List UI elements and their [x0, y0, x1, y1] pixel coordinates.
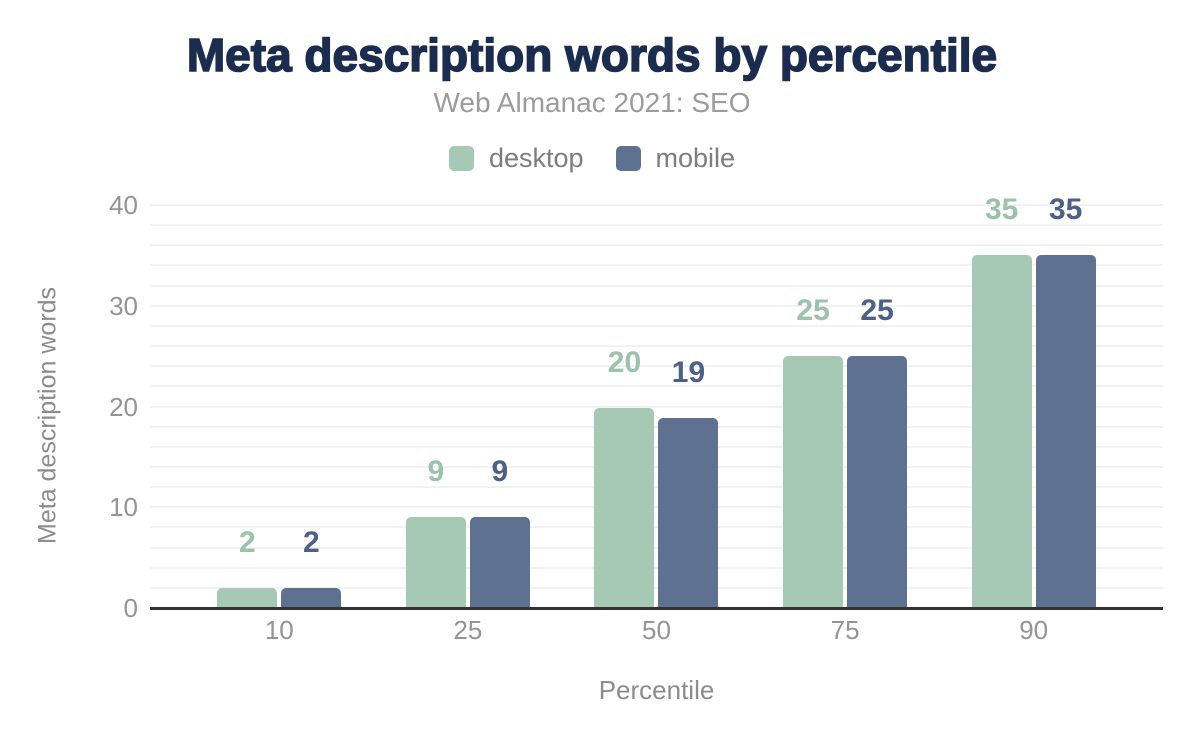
- gridline: [150, 264, 1163, 267]
- gridline: [150, 224, 1163, 227]
- legend-label: desktop: [488, 143, 584, 173]
- gridline: [150, 405, 1163, 408]
- bar-desktop-p25[interactable]: 9: [405, 457, 466, 608]
- gridline: [150, 486, 1163, 489]
- gridline: [150, 445, 1163, 448]
- gridline: [150, 244, 1163, 247]
- bar-desktop-p10[interactable]: 2: [217, 527, 278, 608]
- gridline: [150, 345, 1163, 348]
- gridline: [150, 304, 1163, 307]
- gridline: [150, 324, 1163, 327]
- bar-mobile-p90[interactable]: 35: [1035, 195, 1096, 608]
- bar-value-label: 35: [1048, 193, 1083, 227]
- bar-value-label: 9: [491, 455, 509, 489]
- x-tick-label: 75: [830, 615, 860, 645]
- x-axis-title: Percentile: [598, 675, 715, 705]
- gridline: [150, 425, 1163, 428]
- bar-group-p90: 35 35: [939, 195, 1128, 608]
- gridline: [150, 365, 1163, 368]
- bar-desktop-p90[interactable]: 35: [971, 195, 1032, 608]
- bar-value-label: 20: [607, 345, 642, 379]
- bar-group-p75: 25 25: [751, 205, 940, 608]
- gridline: [150, 526, 1163, 529]
- chart-subtitle: Web Almanac 2021: SEO: [433, 87, 751, 118]
- bar-value-label: 35: [984, 193, 1019, 227]
- x-axis-tick-labels: 10 25 50 75 90: [185, 617, 1128, 643]
- mobile-swatch-icon: [615, 146, 641, 171]
- gridline: [150, 586, 1163, 589]
- bar-desktop-p50[interactable]: 20: [594, 347, 655, 608]
- x-tick-label: 25: [453, 615, 483, 645]
- y-tick-label: 0: [123, 593, 138, 623]
- bar-mobile-p25[interactable]: 9: [469, 457, 530, 608]
- bar-group-p50: 20 19: [562, 205, 751, 608]
- gridline: [150, 204, 1163, 206]
- y-tick-label: 40: [109, 190, 138, 220]
- legend-label: mobile: [655, 143, 736, 173]
- chart-title: Meta description words by percentile: [186, 29, 998, 81]
- gridline: [150, 546, 1163, 549]
- plot-area: 2 2 9 9 20 19 25 25 35 35: [150, 195, 1163, 610]
- gridline: [150, 566, 1163, 569]
- legend: desktop mobile: [0, 143, 1184, 174]
- x-axis-line: [150, 607, 1163, 610]
- x-tick-label: 50: [642, 615, 671, 645]
- y-tick-label: 20: [109, 391, 138, 422]
- bar-value-label: 19: [671, 355, 706, 389]
- legend-item-mobile: mobile: [615, 143, 736, 174]
- bar-value-label: 2: [302, 525, 320, 559]
- x-tick-label: 90: [1019, 615, 1049, 645]
- bar-value-label: 9: [427, 455, 445, 489]
- bar-groups: 2 2 9 9 20 19 25 25 35 35: [185, 195, 1128, 608]
- bar-desktop-p75[interactable]: 25: [783, 296, 844, 608]
- bar-value-label: 25: [860, 294, 894, 328]
- y-tick-label: 30: [109, 290, 138, 321]
- bar-value-label: 2: [238, 525, 256, 559]
- desktop-swatch-icon: [448, 146, 474, 171]
- gridline: [150, 385, 1163, 388]
- bar-value-label: 25: [796, 294, 830, 328]
- legend-item-desktop: desktop: [448, 143, 584, 174]
- x-tick-label: 10: [264, 615, 294, 645]
- gridline: [150, 506, 1163, 509]
- gridline: [150, 465, 1163, 468]
- bar-mobile-p75[interactable]: 25: [847, 296, 908, 608]
- gridline: [150, 284, 1163, 287]
- bar-mobile-p10[interactable]: 2: [281, 527, 342, 608]
- bar-mobile-p50[interactable]: 19: [658, 357, 719, 608]
- y-axis-title: Meta description words: [33, 286, 62, 544]
- y-tick-label: 10: [109, 492, 138, 523]
